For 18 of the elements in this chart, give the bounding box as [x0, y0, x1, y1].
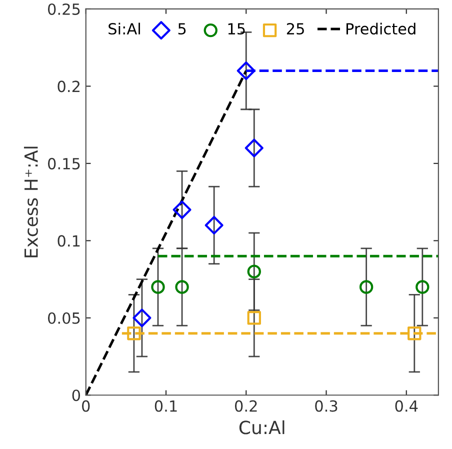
x-axis-title: Cu:Al — [239, 420, 284, 434]
y-tick-label: 0.25 — [48, 3, 80, 15]
legend-label: Predicted — [346, 22, 416, 35]
x-tick-label: 0.1 — [154, 400, 177, 412]
x-tick-label: 0.4 — [395, 400, 418, 412]
y-tick-label: 0.1 — [58, 235, 80, 247]
x-tick-label: 0 — [82, 400, 90, 412]
y-tick-label: 0 — [72, 390, 80, 402]
legend-label: 5 — [178, 23, 186, 35]
y-axis-title: Excess H⁺:Al — [24, 146, 38, 258]
legend-label: 25 — [286, 23, 304, 35]
x-tick-label: 0.3 — [315, 400, 338, 412]
legend-label: 15 — [228, 23, 245, 35]
legend-title: Si:Al — [108, 22, 140, 35]
y-tick-label: 0.2 — [58, 80, 80, 92]
y-tick-label: 0.15 — [48, 158, 80, 170]
x-tick-label: 0.2 — [234, 400, 257, 412]
y-tick-label: 0.05 — [48, 312, 80, 324]
